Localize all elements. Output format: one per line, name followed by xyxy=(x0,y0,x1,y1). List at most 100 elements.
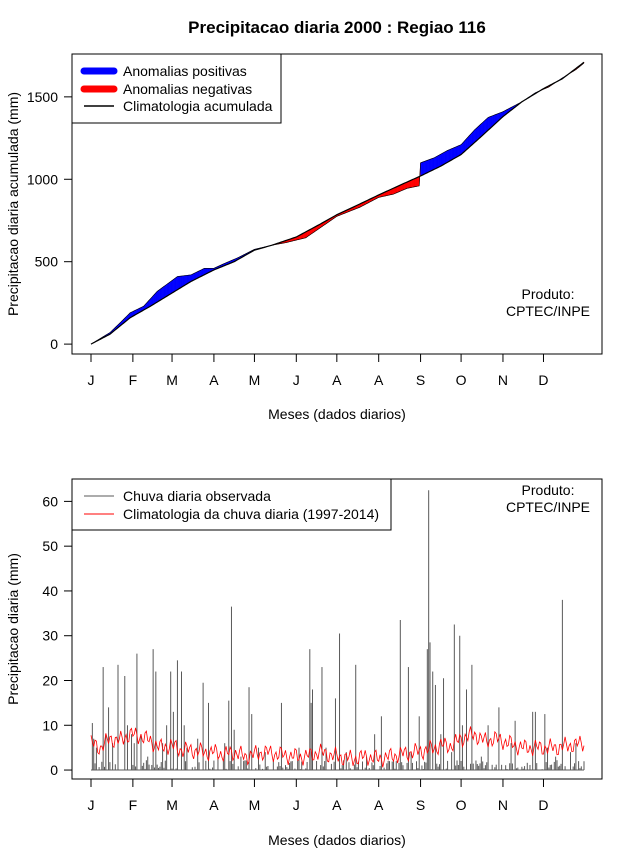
anomaly-segment xyxy=(458,144,460,157)
anomaly-segment xyxy=(158,288,161,302)
anomaly-segment xyxy=(446,150,448,164)
y-tick-label: 30 xyxy=(42,628,58,644)
anomaly-segment xyxy=(486,117,489,132)
y-tick-label: 500 xyxy=(35,254,59,270)
x-tick-label: O xyxy=(456,372,467,388)
anomaly-segment xyxy=(448,148,451,162)
x-tick-label: D xyxy=(538,797,548,813)
anomaly-segment xyxy=(410,179,413,188)
anomaly-segment xyxy=(444,150,447,165)
anomaly-segment xyxy=(412,178,415,188)
anomaly-segment xyxy=(181,275,184,288)
anomaly-segment xyxy=(177,276,179,291)
daily-climatology-line xyxy=(90,726,585,768)
top-y-axis-label: Precipitacao diaria acumulada (mm) xyxy=(5,92,21,316)
anomaly-segment xyxy=(185,275,188,286)
anomaly-segment xyxy=(428,159,431,173)
anomaly-segment xyxy=(427,159,429,174)
anomaly-segment xyxy=(165,284,167,298)
anomaly-segment xyxy=(421,161,424,176)
x-tick-label: A xyxy=(374,797,384,813)
anomaly-segment xyxy=(437,154,440,168)
bottom-legend-box xyxy=(71,478,392,531)
x-tick-label: M xyxy=(166,797,178,813)
anomaly-segment xyxy=(167,282,170,296)
anomaly-segment xyxy=(170,280,173,295)
x-tick-label: A xyxy=(209,797,219,813)
anomaly-segment xyxy=(485,118,487,134)
y-tick-label: 50 xyxy=(42,538,58,554)
climatology-cumulative-line xyxy=(90,61,585,345)
anomaly-segment xyxy=(431,158,433,172)
bottom-x-axis-label: Meses (dados diarios) xyxy=(268,832,406,848)
top-product-source: CPTEC/INPE xyxy=(506,303,590,319)
x-tick-label: J xyxy=(88,372,95,388)
anomaly-segment xyxy=(450,148,452,162)
top-y-axis: 0 500 1000 1500 xyxy=(27,89,72,352)
anomaly-segment xyxy=(471,130,474,146)
x-tick-label: A xyxy=(332,797,342,813)
x-tick-label: S xyxy=(416,372,425,388)
anomaly-segment xyxy=(489,116,491,130)
x-tick-label: D xyxy=(538,372,548,388)
anomaly-segment xyxy=(478,124,481,140)
anomaly-segment xyxy=(456,145,459,158)
anomaly-segment xyxy=(156,289,159,303)
legend-label-daily-climatology: Climatologia da chuva diaria (1997-2014) xyxy=(123,506,379,522)
anomaly-segment xyxy=(439,153,442,168)
anomaly-segment xyxy=(473,129,475,145)
bottom-y-axis: 0 10 20 30 40 50 60 xyxy=(42,493,72,778)
cumulative-chart: 0 500 1000 1500 J F M A M J A A S O N D Meses (dados d… xyxy=(5,53,603,422)
x-tick-label: J xyxy=(293,797,300,813)
anomaly-segment xyxy=(466,136,469,151)
anomaly-segment xyxy=(169,281,171,296)
top-product-label: Produto: xyxy=(522,286,575,302)
anomaly-segment xyxy=(487,116,490,131)
anomaly-segment xyxy=(175,276,178,291)
x-tick-label: S xyxy=(416,797,425,813)
x-tick-label: N xyxy=(498,797,508,813)
anomaly-segment xyxy=(162,286,165,300)
anomaly-segment xyxy=(477,125,479,141)
top-legend: Anomalias positivas Anomalias negativas … xyxy=(71,53,282,124)
x-tick-label: N xyxy=(498,372,508,388)
bottom-legend: Chuva diaria observada Climatologia da c… xyxy=(71,478,392,531)
anomaly-segment xyxy=(436,155,439,169)
y-tick-label: 0 xyxy=(50,762,58,778)
anomaly-segment xyxy=(482,120,485,136)
x-tick-label: F xyxy=(129,797,138,813)
anomaly-segment xyxy=(481,121,483,137)
anomaly-segment xyxy=(468,133,471,148)
bottom-product-label: Produto: xyxy=(522,482,575,498)
anomaly-segment xyxy=(155,290,158,304)
x-tick-label: J xyxy=(293,372,300,388)
anomaly-segment xyxy=(451,147,454,161)
x-tick-label: F xyxy=(129,372,138,388)
y-tick-label: 40 xyxy=(42,583,58,599)
daily-chart: 0 10 20 30 40 50 60 J F M A M J A A S O N D Meses (dados … xyxy=(5,478,603,848)
observed-cumulative-line xyxy=(90,62,585,345)
anomaly-segment xyxy=(414,177,417,187)
anomaly-segment xyxy=(413,178,416,188)
anomaly-segment xyxy=(159,288,162,301)
x-tick-label: A xyxy=(332,372,342,388)
anomaly-segment xyxy=(183,275,186,286)
anomaly-segment xyxy=(435,156,437,170)
anomaly-segment xyxy=(425,160,428,174)
anomaly-segment xyxy=(174,277,177,292)
anomaly-segment xyxy=(454,146,456,159)
anomaly-segment xyxy=(479,123,482,139)
x-tick-label: A xyxy=(209,372,219,388)
anomaly-segment xyxy=(171,279,174,294)
x-tick-label: M xyxy=(166,372,178,388)
anomaly-segment xyxy=(416,176,419,187)
top-legend-box xyxy=(71,53,282,124)
x-tick-label: M xyxy=(249,372,261,388)
anomaly-segment xyxy=(467,135,470,149)
anomaly-segment xyxy=(470,132,473,147)
anomaly-segment xyxy=(459,144,462,156)
anomaly-segment xyxy=(163,285,166,299)
anomaly-segment xyxy=(441,152,444,166)
